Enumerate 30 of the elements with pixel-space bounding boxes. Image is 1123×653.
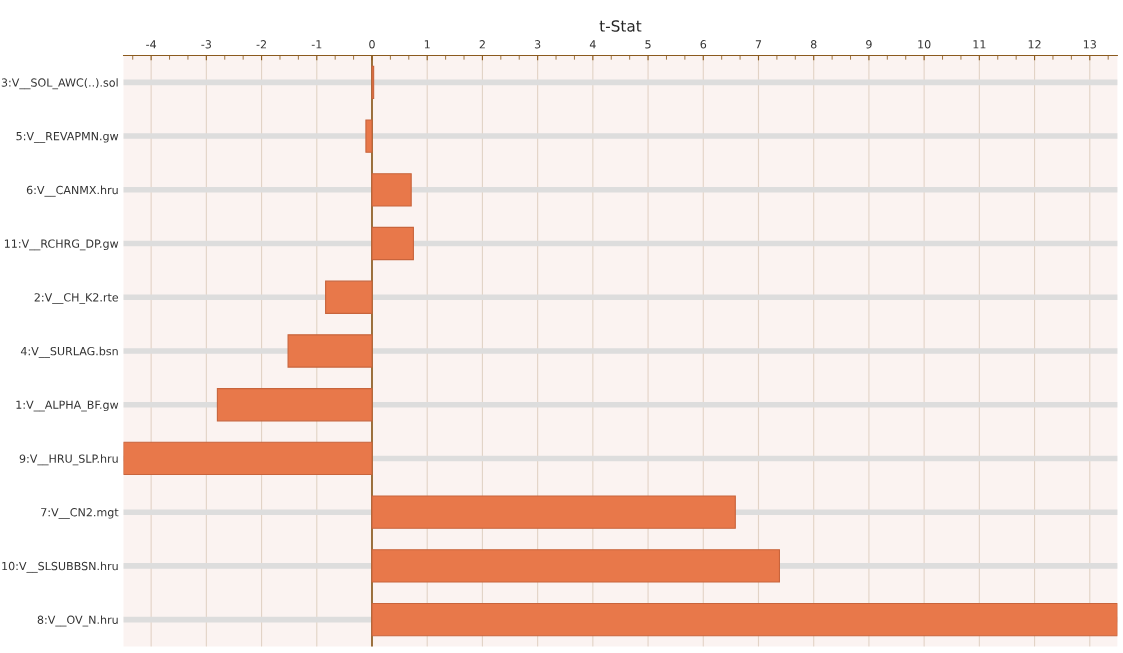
x-tick-label: 10 [918, 40, 931, 49]
x-tick-label: 5 [645, 40, 651, 49]
x-axis-title: t-Stat [599, 20, 642, 32]
y-tick-label: 7:V__CN2.mgt [41, 508, 119, 519]
x-tick-label: 0 [369, 40, 375, 49]
x-tick-label: 12 [1028, 40, 1041, 49]
x-tick-label: -2 [256, 40, 266, 49]
y-tick-label: 5:V__REVAPMN.gw [16, 132, 119, 143]
y-tick-label: 6:V__CANMX.hru [26, 185, 118, 197]
y-tick-label: 10:V__SLSUBBSN.hru [2, 561, 118, 573]
x-tick-label: 13 [1083, 40, 1096, 49]
y-tick-label: 8:V__OV_N.hru [37, 615, 118, 627]
x-tick-label: 6 [700, 40, 707, 49]
y-tick-label: 1:V__ALPHA_BF.gw [16, 400, 119, 412]
y-tick-label: 3:V__SOL_AWC(..).sol [1, 78, 118, 90]
y-tick-label: 9:V__HRU_SLP.hru [19, 454, 118, 466]
x-tick-label: -4 [146, 40, 157, 49]
x-tick-label: 4 [589, 40, 596, 49]
x-tick-label: 1 [424, 40, 430, 49]
y-tick-label: 2:V__CH_K2.rte [34, 293, 119, 305]
y-tick-label: 11:V__RCHRG_DP.gw [4, 239, 119, 251]
x-tick-label: -1 [311, 40, 322, 49]
x-tick-label: 8 [810, 40, 817, 49]
x-tick-label: 11 [973, 40, 986, 49]
x-tick-label: 2 [479, 40, 485, 49]
x-tick-label: -3 [201, 40, 211, 49]
x-tick-label: 7 [755, 40, 762, 49]
x-tick-label: 3 [534, 40, 541, 49]
x-tick-label: 9 [866, 40, 872, 49]
y-tick-label: 4:V__SURLAG.bsn [20, 346, 118, 358]
